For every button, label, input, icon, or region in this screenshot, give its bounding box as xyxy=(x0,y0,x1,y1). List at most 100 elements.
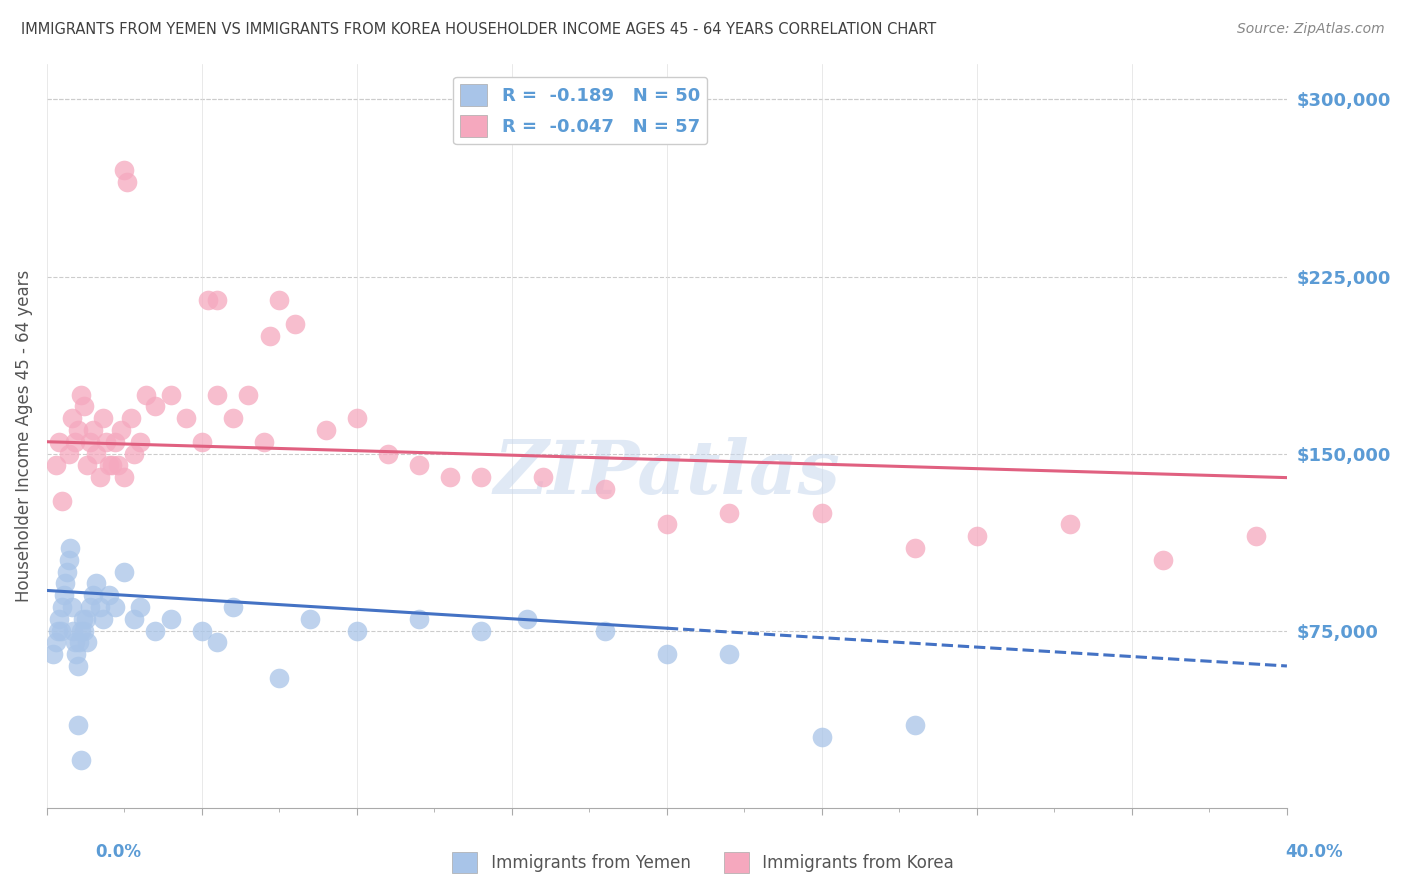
Point xyxy=(145,400,167,414)
Point xyxy=(160,387,183,401)
Point xyxy=(110,423,132,437)
Point xyxy=(79,599,101,614)
Point xyxy=(70,387,93,401)
Point xyxy=(101,458,124,473)
Point xyxy=(516,612,538,626)
Point xyxy=(58,553,80,567)
Point xyxy=(593,624,616,638)
Point xyxy=(48,434,70,449)
Legend:  Immigrants from Yemen,  Immigrants from Korea: Immigrants from Yemen, Immigrants from K… xyxy=(446,846,960,880)
Point xyxy=(97,458,120,473)
Point xyxy=(91,612,114,626)
Point xyxy=(70,753,93,767)
Point xyxy=(128,434,150,449)
Point xyxy=(470,470,492,484)
Point xyxy=(63,434,86,449)
Point xyxy=(94,434,117,449)
Point xyxy=(56,565,79,579)
Point xyxy=(1244,529,1267,543)
Point xyxy=(58,446,80,460)
Point xyxy=(207,387,229,401)
Point xyxy=(51,599,73,614)
Y-axis label: Householder Income Ages 45 - 64 years: Householder Income Ages 45 - 64 years xyxy=(15,269,32,602)
Text: ZIPatlas: ZIPatlas xyxy=(494,437,841,509)
Point xyxy=(65,647,87,661)
Point xyxy=(966,529,988,543)
Point xyxy=(299,612,322,626)
Point xyxy=(122,612,145,626)
Point xyxy=(112,565,135,579)
Point xyxy=(346,624,368,638)
Point xyxy=(72,612,94,626)
Text: 0.0%: 0.0% xyxy=(96,843,142,861)
Point xyxy=(60,411,83,425)
Point xyxy=(207,635,229,649)
Point xyxy=(259,328,281,343)
Point xyxy=(120,411,142,425)
Point xyxy=(269,671,291,685)
Point xyxy=(60,599,83,614)
Point xyxy=(97,588,120,602)
Point xyxy=(135,387,157,401)
Point xyxy=(377,446,399,460)
Point xyxy=(91,411,114,425)
Point xyxy=(191,624,214,638)
Point xyxy=(49,624,72,638)
Point xyxy=(45,635,67,649)
Point xyxy=(42,647,65,661)
Point xyxy=(46,624,69,638)
Point xyxy=(66,718,89,732)
Point xyxy=(197,293,219,307)
Point xyxy=(176,411,198,425)
Point xyxy=(207,293,229,307)
Point xyxy=(811,506,834,520)
Point xyxy=(86,576,108,591)
Point xyxy=(593,482,616,496)
Point xyxy=(73,400,96,414)
Point xyxy=(59,541,82,555)
Point xyxy=(89,470,111,484)
Point xyxy=(55,576,77,591)
Point xyxy=(70,624,93,638)
Point xyxy=(284,317,307,331)
Point xyxy=(66,659,89,673)
Point xyxy=(655,647,678,661)
Point xyxy=(160,612,183,626)
Point xyxy=(79,434,101,449)
Point xyxy=(439,470,461,484)
Text: Source: ZipAtlas.com: Source: ZipAtlas.com xyxy=(1237,22,1385,37)
Point xyxy=(112,163,135,178)
Point xyxy=(269,293,291,307)
Point xyxy=(69,635,91,649)
Point xyxy=(811,730,834,744)
Point xyxy=(89,599,111,614)
Point xyxy=(63,635,86,649)
Point xyxy=(253,434,276,449)
Point xyxy=(238,387,260,401)
Point xyxy=(52,588,75,602)
Point xyxy=(104,599,127,614)
Point xyxy=(73,624,96,638)
Legend: R =  -0.189   N = 50, R =  -0.047   N = 57: R = -0.189 N = 50, R = -0.047 N = 57 xyxy=(453,77,707,145)
Point xyxy=(470,624,492,638)
Point xyxy=(128,599,150,614)
Point xyxy=(717,647,740,661)
Point xyxy=(222,411,245,425)
Point xyxy=(1152,553,1174,567)
Point xyxy=(48,612,70,626)
Point xyxy=(145,624,167,638)
Point xyxy=(75,612,97,626)
Point xyxy=(122,446,145,460)
Point xyxy=(117,175,139,189)
Text: 40.0%: 40.0% xyxy=(1285,843,1343,861)
Point xyxy=(86,446,108,460)
Point xyxy=(45,458,67,473)
Point xyxy=(655,517,678,532)
Point xyxy=(107,458,129,473)
Text: IMMIGRANTS FROM YEMEN VS IMMIGRANTS FROM KOREA HOUSEHOLDER INCOME AGES 45 - 64 Y: IMMIGRANTS FROM YEMEN VS IMMIGRANTS FROM… xyxy=(21,22,936,37)
Point xyxy=(717,506,740,520)
Point xyxy=(1059,517,1081,532)
Point xyxy=(82,588,104,602)
Point xyxy=(66,423,89,437)
Point xyxy=(76,458,98,473)
